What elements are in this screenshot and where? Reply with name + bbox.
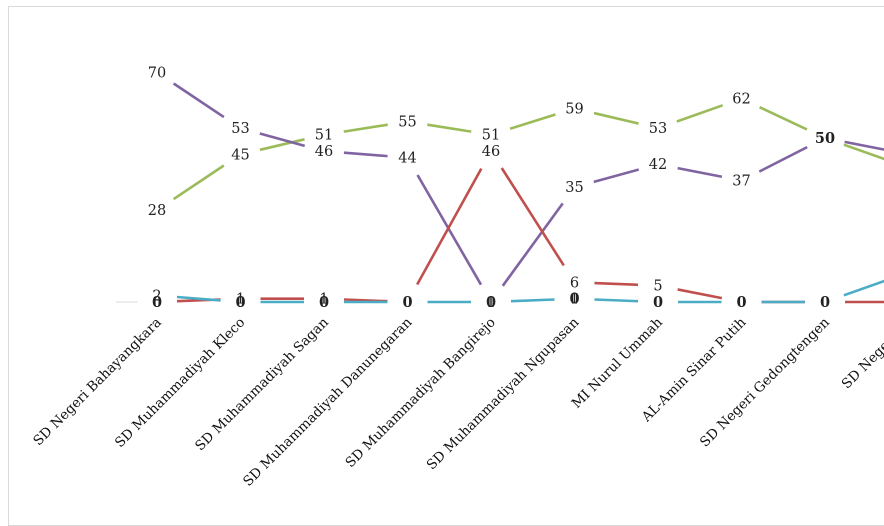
series-0-segment bbox=[172, 164, 225, 201]
data-label: 0 bbox=[235, 294, 245, 311]
series-3-segment bbox=[176, 295, 221, 302]
series-2-segment bbox=[594, 281, 639, 287]
data-label: 53 bbox=[231, 121, 249, 137]
series-0-segment bbox=[259, 138, 305, 152]
data-label: 0 bbox=[402, 294, 412, 311]
data-label: 53 bbox=[649, 121, 667, 137]
data-label: 0 bbox=[820, 294, 830, 311]
category-label: SD Muhammadiyah Danunegaran bbox=[240, 314, 415, 489]
series-2-segment bbox=[500, 167, 565, 267]
data-label: 1 bbox=[236, 292, 245, 308]
data-label: 37 bbox=[732, 174, 750, 190]
data-label: 46 bbox=[482, 144, 500, 160]
data-label: 2 bbox=[152, 288, 161, 304]
data-label: 51 bbox=[315, 128, 333, 144]
data-label: 1 bbox=[570, 292, 579, 308]
series-1-segment bbox=[172, 82, 225, 119]
data-label: 46 bbox=[315, 144, 333, 160]
series-2-segment bbox=[677, 288, 723, 300]
series-1-segment bbox=[416, 174, 483, 286]
data-label: 0 bbox=[569, 291, 579, 308]
data-label: 62 bbox=[732, 92, 750, 108]
series-1-segment bbox=[501, 202, 564, 287]
category-label: SD Muhammadiyah Ngupasan bbox=[424, 314, 583, 473]
series-1-segment bbox=[593, 168, 640, 184]
series-0-segment bbox=[676, 104, 724, 123]
data-label: 28 bbox=[148, 203, 166, 219]
data-label: 42 bbox=[649, 157, 667, 173]
series-1-segment bbox=[343, 151, 388, 158]
series-3-segment bbox=[843, 279, 884, 297]
data-label: 0 bbox=[486, 294, 496, 311]
series-0-segment bbox=[759, 105, 808, 131]
series-0-segment bbox=[427, 123, 472, 133]
data-label: 6 bbox=[570, 275, 579, 291]
data-label: 59 bbox=[565, 101, 583, 117]
data-label: 5 bbox=[653, 279, 662, 295]
series-1-segment bbox=[677, 166, 723, 179]
series-0-segment bbox=[593, 111, 639, 125]
data-label: 1 bbox=[486, 295, 495, 311]
data-label: 44 bbox=[398, 151, 416, 167]
data-label: 0 bbox=[152, 294, 162, 311]
data-label: 1 bbox=[319, 292, 328, 308]
category-label: SD Muhammadiyah Bangirejo bbox=[342, 315, 498, 471]
series-3-segment bbox=[594, 298, 639, 303]
series-0-segment bbox=[509, 113, 556, 130]
data-label: 35 bbox=[565, 180, 583, 196]
category-label: SD Negeri Ba bbox=[839, 315, 884, 393]
series-1-segment bbox=[758, 145, 808, 173]
category-label: MI Nurul Ummah bbox=[569, 314, 666, 411]
category-label: SD Muhammadiyah Sagan bbox=[192, 314, 332, 454]
data-label: 55 bbox=[398, 115, 416, 131]
series-2-segment bbox=[416, 167, 483, 286]
series-0-segment bbox=[343, 123, 388, 133]
series-3-segment bbox=[510, 298, 555, 303]
series-1-segment bbox=[844, 140, 884, 151]
data-label: 45 bbox=[231, 147, 249, 163]
series-1-segment bbox=[259, 132, 306, 148]
data-label: 0 bbox=[653, 294, 663, 311]
data-label: 70 bbox=[148, 65, 166, 81]
data-label: 51 bbox=[482, 128, 500, 144]
data-label: 0 bbox=[319, 294, 329, 311]
data-label: 0 bbox=[736, 294, 746, 311]
series-0-segment bbox=[843, 143, 884, 161]
data-label: 50 bbox=[815, 130, 835, 147]
